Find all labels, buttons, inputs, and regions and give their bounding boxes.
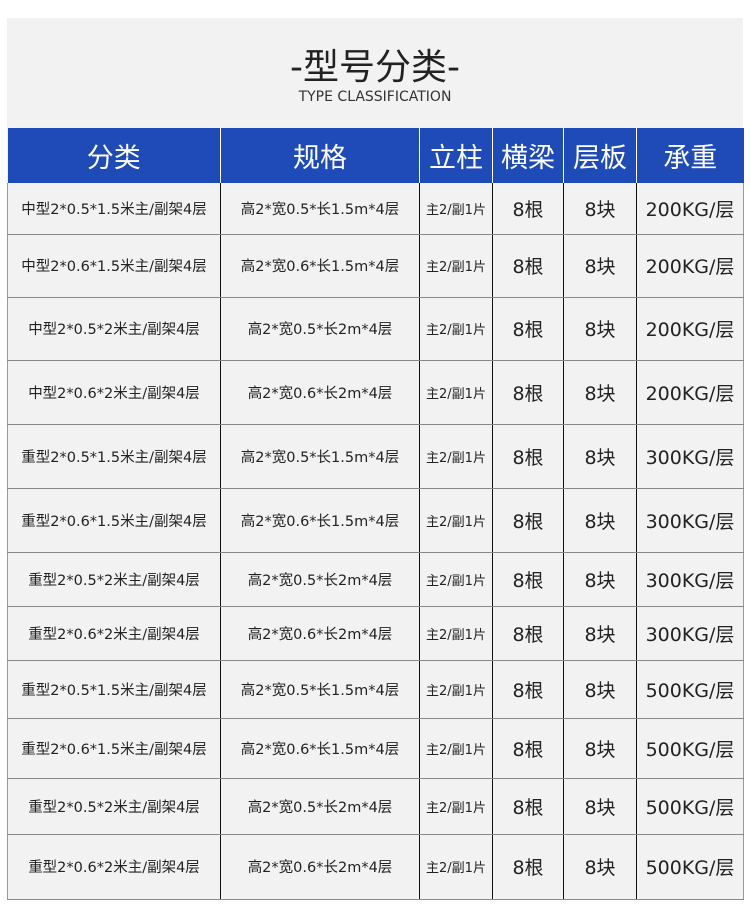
- table-cell: 8块: [563, 718, 637, 779]
- table-row: 中型2*0.5*2米主/副架4层 高2*宽0.5*长2m*4层 主2/副1片 8根 8块…: [7, 297, 744, 361]
- table-cell: 8块: [563, 778, 637, 835]
- table-cell: 高2*宽0.6*长1.5m*4层: [220, 234, 420, 298]
- title-panel: [7, 18, 743, 128]
- table-cell: 高2*宽0.5*长1.5m*4层: [220, 424, 420, 489]
- table-cell: 8根: [492, 660, 564, 719]
- table-row: 重型2*0.6*2米主/副架4层 高2*宽0.6*长2m*4层 主2/副1片 8根 8块…: [7, 606, 744, 661]
- table-row: 重型2*0.5*2米主/副架4层 高2*宽0.5*长2m*4层 主2/副1片 8根 8块…: [7, 552, 744, 607]
- table-cell: 高2*宽0.6*长1.5m*4层: [220, 488, 420, 553]
- table-cell: 8块: [563, 660, 637, 719]
- table-cell: 高2*宽0.5*长2m*4层: [220, 552, 420, 607]
- table-cell: 高2*宽0.6*长2m*4层: [220, 834, 420, 900]
- table-cell: 8块: [563, 424, 637, 489]
- table-cell: 8块: [563, 834, 637, 900]
- table-cell: 中型2*0.6*2米主/副架4层: [7, 360, 221, 425]
- table-row: 重型2*0.6*2米主/副架4层 高2*宽0.6*长2m*4层 主2/副1片 8根 8块…: [7, 834, 744, 900]
- table-row: 中型2*0.5*1.5米主/副架4层 高2*宽0.5*长1.5m*4层 主2/副1片…: [7, 183, 744, 235]
- table-cell: 200KG/层: [636, 297, 744, 361]
- table-cell: 500KG/层: [636, 778, 744, 835]
- column-header: 规格: [220, 128, 420, 183]
- table-cell: 主2/副1片: [419, 183, 493, 235]
- table-cell: 8根: [492, 297, 564, 361]
- table-cell: 8根: [492, 552, 564, 607]
- table-row: 中型2*0.6*1.5米主/副架4层 高2*宽0.6*长1.5m*4层 主2/副1片…: [7, 234, 744, 298]
- table-cell: 8根: [492, 488, 564, 553]
- table-cell: 高2*宽0.5*长2m*4层: [220, 297, 420, 361]
- table-cell: 主2/副1片: [419, 834, 493, 900]
- table-cell: 主2/副1片: [419, 660, 493, 719]
- table-cell: 重型2*0.5*2米主/副架4层: [7, 552, 221, 607]
- table-row: 重型2*0.6*1.5米主/副架4层 高2*宽0.6*长1.5m*4层 主2/副1片…: [7, 488, 744, 553]
- table-cell: 高2*宽0.6*长2m*4层: [220, 360, 420, 425]
- table-cell: 8根: [492, 424, 564, 489]
- table-cell: 重型2*0.6*2米主/副架4层: [7, 834, 221, 900]
- table-row: 重型2*0.5*1.5米主/副架4层 高2*宽0.5*长1.5m*4层 主2/副1片…: [7, 660, 744, 719]
- column-header: 层板: [563, 128, 637, 183]
- table-cell: 重型2*0.5*1.5米主/副架4层: [7, 660, 221, 719]
- table-cell: 重型2*0.6*2米主/副架4层: [7, 606, 221, 661]
- table-cell: 8块: [563, 552, 637, 607]
- table-cell: 500KG/层: [636, 718, 744, 779]
- table-cell: 8根: [492, 234, 564, 298]
- table-cell: 300KG/层: [636, 606, 744, 661]
- table-cell: 8根: [492, 606, 564, 661]
- table-cell: 主2/副1片: [419, 718, 493, 779]
- table-row: 重型2*0.5*1.5米主/副架4层 高2*宽0.5*长1.5m*4层 主2/副1片…: [7, 424, 744, 489]
- table-cell: 高2*宽0.6*长1.5m*4层: [220, 718, 420, 779]
- table-cell: 主2/副1片: [419, 297, 493, 361]
- column-header: 横梁: [492, 128, 564, 183]
- page-subtitle: TYPE CLASSIFICATION: [298, 89, 452, 105]
- table-cell: 8根: [492, 360, 564, 425]
- table-cell: 8根: [492, 778, 564, 835]
- table-cell: 主2/副1片: [419, 606, 493, 661]
- table-row: 中型2*0.6*2米主/副架4层 高2*宽0.6*长2m*4层 主2/副1片 8根 8块…: [7, 360, 744, 425]
- table-cell: 主2/副1片: [419, 234, 493, 298]
- table-cell: 8根: [492, 718, 564, 779]
- table-cell: 主2/副1片: [419, 424, 493, 489]
- table-cell: 重型2*0.6*1.5米主/副架4层: [7, 488, 221, 553]
- table-cell: 300KG/层: [636, 424, 744, 489]
- table-cell: 主2/副1片: [419, 552, 493, 607]
- table-cell: 高2*宽0.6*长2m*4层: [220, 606, 420, 661]
- table-cell: 重型2*0.5*1.5米主/副架4层: [7, 424, 221, 489]
- table-row: 重型2*0.6*1.5米主/副架4层 高2*宽0.6*长1.5m*4层 主2/副1片…: [7, 718, 744, 779]
- table-cell: 主2/副1片: [419, 778, 493, 835]
- table-cell: 300KG/层: [636, 488, 744, 553]
- table-cell: 8块: [563, 360, 637, 425]
- table-cell: 重型2*0.5*2米主/副架4层: [7, 778, 221, 835]
- table-row: 重型2*0.5*2米主/副架4层 高2*宽0.5*长2m*4层 主2/副1片 8根 8块…: [7, 778, 744, 835]
- table-cell: 200KG/层: [636, 234, 744, 298]
- column-header: 分类: [7, 128, 221, 183]
- table-cell: 8块: [563, 183, 637, 235]
- table-cell: 500KG/层: [636, 660, 744, 719]
- table-cell: 500KG/层: [636, 834, 744, 900]
- table-cell: 200KG/层: [636, 360, 744, 425]
- table-header-row: 分类 规格 立柱 横梁 层板 承重: [7, 128, 744, 183]
- table-cell: 8块: [563, 488, 637, 553]
- table-cell: 重型2*0.6*1.5米主/副架4层: [7, 718, 221, 779]
- spec-table: 分类 规格 立柱 横梁 层板 承重 中型2*0.5*1.5米主/副架4层 高2*宽0.5*长…: [7, 128, 744, 900]
- table-cell: 200KG/层: [636, 183, 744, 235]
- table-cell: 8根: [492, 834, 564, 900]
- column-header: 承重: [636, 128, 744, 183]
- table-cell: 8块: [563, 234, 637, 298]
- page-title: -型号分类-: [290, 47, 460, 88]
- column-header: 立柱: [419, 128, 493, 183]
- table-cell: 主2/副1片: [419, 360, 493, 425]
- table-cell: 8块: [563, 606, 637, 661]
- table-cell: 8块: [563, 297, 637, 361]
- table-cell: 高2*宽0.5*长1.5m*4层: [220, 660, 420, 719]
- table-cell: 300KG/层: [636, 552, 744, 607]
- table-cell: 中型2*0.5*2米主/副架4层: [7, 297, 221, 361]
- table-cell: 主2/副1片: [419, 488, 493, 553]
- table-cell: 中型2*0.6*1.5米主/副架4层: [7, 234, 221, 298]
- table-cell: 高2*宽0.5*长1.5m*4层: [220, 183, 420, 235]
- table-cell: 8根: [492, 183, 564, 235]
- table-cell: 中型2*0.5*1.5米主/副架4层: [7, 183, 221, 235]
- table-cell: 高2*宽0.5*长2m*4层: [220, 778, 420, 835]
